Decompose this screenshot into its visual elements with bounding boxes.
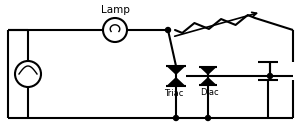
Polygon shape xyxy=(200,67,216,75)
Text: Triac: Triac xyxy=(164,89,184,98)
Circle shape xyxy=(166,28,170,32)
Polygon shape xyxy=(167,77,185,86)
Circle shape xyxy=(268,73,272,79)
Polygon shape xyxy=(167,67,185,75)
Text: Diac: Diac xyxy=(200,88,218,97)
Circle shape xyxy=(206,115,210,121)
Circle shape xyxy=(173,115,178,121)
Polygon shape xyxy=(200,77,216,84)
Text: Lamp: Lamp xyxy=(101,5,129,15)
